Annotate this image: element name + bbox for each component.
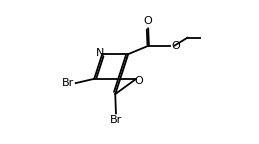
Text: Br: Br — [110, 115, 122, 125]
Text: Br: Br — [62, 78, 74, 88]
Text: O: O — [171, 41, 180, 51]
Text: N: N — [96, 48, 104, 58]
Text: O: O — [134, 76, 143, 86]
Text: O: O — [144, 16, 153, 26]
